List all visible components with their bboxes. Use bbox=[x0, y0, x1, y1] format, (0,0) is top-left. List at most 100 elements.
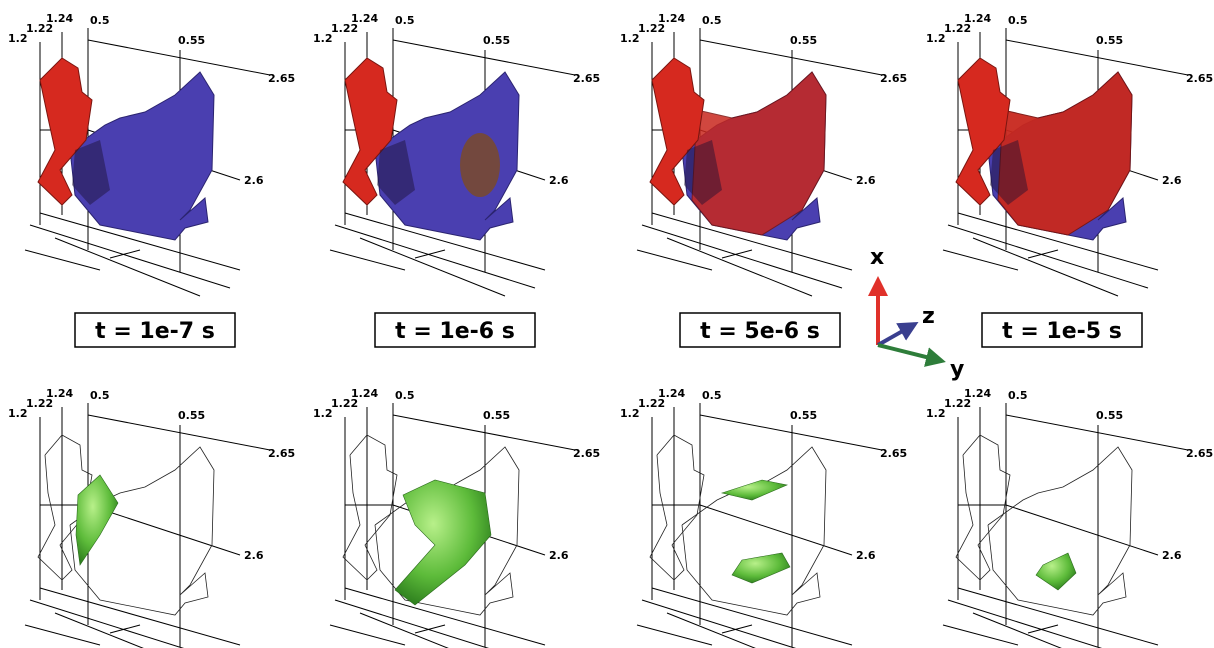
tick-label: 0.5 bbox=[395, 14, 415, 27]
tick-label: 1.24 bbox=[964, 12, 991, 25]
frame-line bbox=[335, 600, 535, 648]
tick-label: 1.24 bbox=[658, 387, 685, 400]
frame-line bbox=[943, 250, 1018, 270]
tick-label: 1.2 bbox=[926, 407, 946, 420]
frame-line bbox=[642, 225, 842, 288]
frame-line bbox=[25, 625, 100, 645]
tick-label: 1.2 bbox=[926, 32, 946, 45]
frame-line bbox=[973, 238, 1118, 296]
time-label: t = 1e-6 s bbox=[395, 319, 515, 344]
frame-line bbox=[40, 588, 240, 645]
panel: 1.21.221.240.50.552.652.6 bbox=[926, 387, 1213, 648]
time-label: t = 1e-5 s bbox=[1002, 319, 1122, 344]
frame-line bbox=[637, 625, 712, 645]
green-isosurface bbox=[722, 480, 787, 500]
tick-label: 2.6 bbox=[244, 174, 264, 187]
tick-label: 0.5 bbox=[702, 389, 722, 402]
frame-line bbox=[700, 505, 852, 555]
frame-line bbox=[330, 625, 405, 645]
tick-label: 0.5 bbox=[395, 389, 415, 402]
z-label: z bbox=[922, 304, 935, 329]
tick-label: 1.2 bbox=[313, 407, 333, 420]
tick-label: 0.5 bbox=[90, 389, 110, 402]
tick-label: 0.55 bbox=[178, 34, 205, 47]
frame-line bbox=[25, 250, 100, 270]
time-label: t = 5e-6 s bbox=[700, 319, 820, 344]
frame-line bbox=[958, 588, 1158, 645]
wireframe bbox=[650, 435, 704, 580]
page: 1.21.221.240.50.552.652.61.21.221.240.50… bbox=[0, 0, 1214, 648]
tick-label: 1.24 bbox=[46, 12, 73, 25]
wireframe bbox=[988, 447, 1132, 615]
tick-label: 1.2 bbox=[620, 407, 640, 420]
panels: 1.21.221.240.50.552.652.61.21.221.240.50… bbox=[8, 12, 1213, 648]
tick-label: 2.65 bbox=[1186, 447, 1213, 460]
frame-line bbox=[335, 225, 535, 288]
frame-line bbox=[637, 250, 712, 270]
tick-label: 1.24 bbox=[46, 387, 73, 400]
green-isosurface bbox=[1036, 553, 1076, 590]
axis-triad: x z y bbox=[870, 245, 964, 382]
tick-label: 1.24 bbox=[658, 12, 685, 25]
figure: 1.21.221.240.50.552.652.61.21.221.240.50… bbox=[0, 0, 1214, 648]
panel: 1.21.221.240.50.552.652.6 bbox=[620, 387, 907, 648]
tick-label: 2.6 bbox=[244, 549, 264, 562]
tick-label: 2.65 bbox=[573, 72, 600, 85]
tick-label: 0.55 bbox=[178, 409, 205, 422]
frame-line bbox=[642, 600, 842, 648]
tick-label: 2.6 bbox=[1162, 174, 1182, 187]
tick-label: 2.65 bbox=[268, 72, 295, 85]
tick-label: 1.2 bbox=[8, 407, 28, 420]
frame-line bbox=[360, 238, 505, 296]
tick-label: 1.24 bbox=[351, 12, 378, 25]
tick-label: 1.2 bbox=[8, 32, 28, 45]
green-isosurface bbox=[76, 475, 118, 565]
frame-line bbox=[55, 238, 200, 296]
frame-line bbox=[30, 225, 230, 288]
frame-line bbox=[948, 225, 1148, 288]
tick-label: 0.55 bbox=[790, 34, 817, 47]
frame-line bbox=[330, 250, 405, 270]
tick-label: 2.65 bbox=[573, 447, 600, 460]
tick-label: 2.6 bbox=[856, 174, 876, 187]
tick-label: 2.65 bbox=[880, 72, 907, 85]
tick-label: 2.6 bbox=[549, 549, 569, 562]
tick-label: 0.5 bbox=[1008, 14, 1028, 27]
z-arrow bbox=[878, 324, 915, 345]
tick-label: 0.55 bbox=[483, 34, 510, 47]
tick-label: 2.65 bbox=[1186, 72, 1213, 85]
tick-label: 0.55 bbox=[483, 409, 510, 422]
frame-line bbox=[943, 625, 1018, 645]
tick-label: 1.24 bbox=[351, 387, 378, 400]
tick-label: 2.65 bbox=[268, 447, 295, 460]
green-isosurface bbox=[395, 480, 491, 605]
tick-label: 1.2 bbox=[620, 32, 640, 45]
frame-line bbox=[948, 600, 1148, 648]
panel: 1.21.221.240.50.552.652.6 bbox=[8, 12, 295, 296]
brown-region bbox=[460, 133, 500, 197]
tick-label: 0.5 bbox=[702, 14, 722, 27]
tick-label: 0.55 bbox=[1096, 409, 1123, 422]
wireframe bbox=[343, 435, 397, 580]
tick-label: 0.5 bbox=[1008, 389, 1028, 402]
tick-label: 1.2 bbox=[313, 32, 333, 45]
time-label: t = 1e-7 s bbox=[95, 319, 215, 344]
green-isosurface bbox=[732, 553, 790, 583]
tick-label: 2.65 bbox=[880, 447, 907, 460]
frame-line bbox=[1006, 505, 1158, 555]
tick-label: 0.55 bbox=[1096, 34, 1123, 47]
frame-line bbox=[30, 600, 230, 648]
frame-line bbox=[345, 588, 545, 645]
tick-label: 2.6 bbox=[1162, 549, 1182, 562]
tick-label: 1.24 bbox=[964, 387, 991, 400]
tick-label: 2.6 bbox=[856, 549, 876, 562]
frame-line bbox=[652, 588, 852, 645]
x-label: x bbox=[870, 245, 884, 270]
y-label: y bbox=[950, 357, 964, 382]
tick-label: 0.55 bbox=[790, 409, 817, 422]
wireframe bbox=[956, 435, 1010, 580]
